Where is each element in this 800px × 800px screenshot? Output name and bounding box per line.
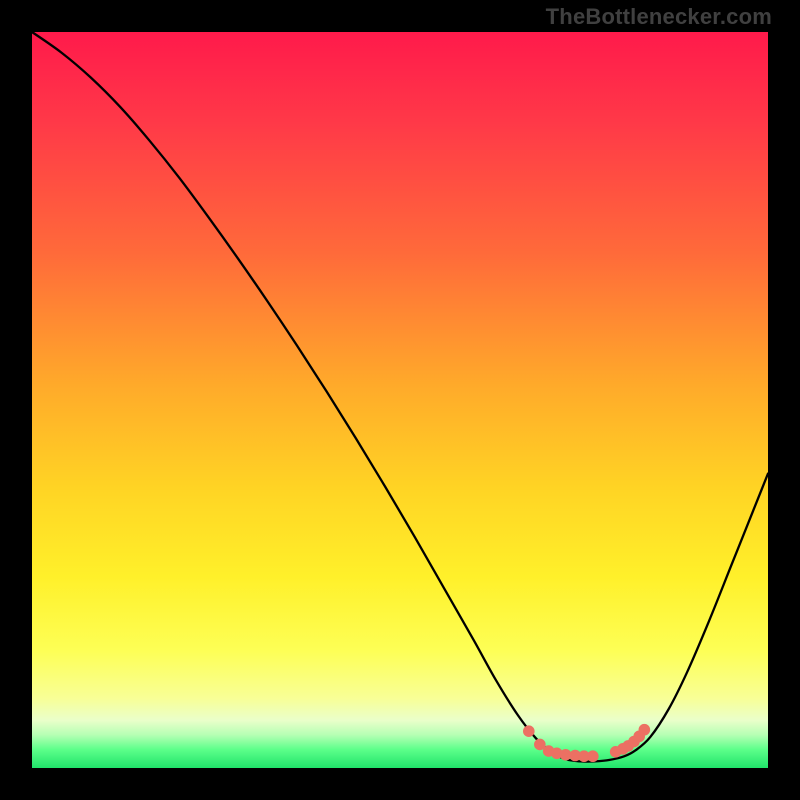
- curve-marker: [639, 724, 651, 736]
- chart-svg: [0, 0, 800, 800]
- curve-marker: [587, 750, 599, 762]
- watermark-text: TheBottlenecker.com: [546, 4, 772, 30]
- curve-marker: [523, 725, 535, 737]
- plot-background: [32, 32, 768, 768]
- chart-stage: TheBottlenecker.com: [0, 0, 800, 800]
